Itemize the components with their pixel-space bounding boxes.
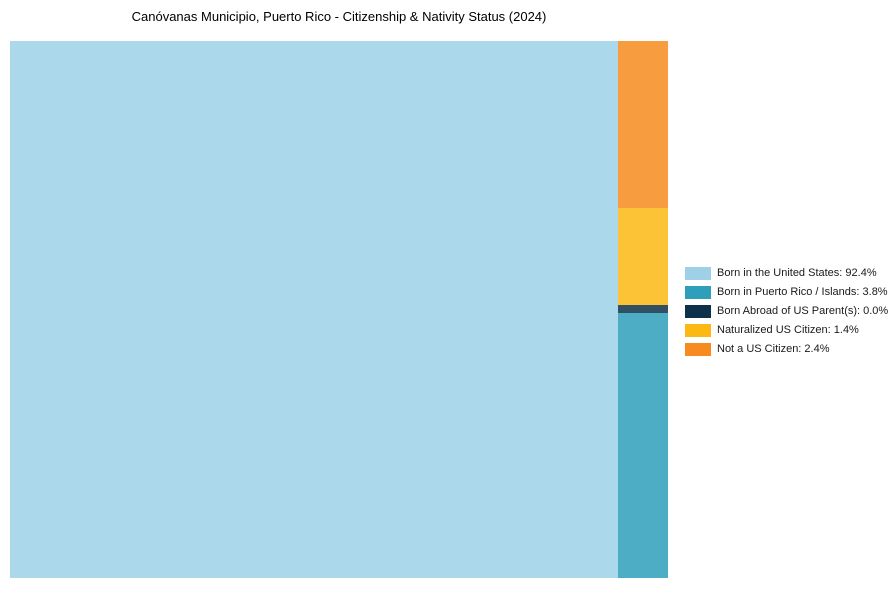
legend-swatch-born-abroad-of-us-parents	[685, 305, 711, 318]
legend-item: Born in the United States: 92.4%	[685, 267, 888, 280]
treemap-block-born-abroad-of-us-parents	[618, 305, 668, 313]
treemap-block-born-in-puerto-rico-islands	[618, 313, 668, 578]
legend-swatch-not-a-us-citizen	[685, 343, 711, 356]
treemap-block-born-in-the-united-states	[10, 41, 618, 578]
legend-swatch-born-in-the-united-states	[685, 267, 711, 280]
legend-item: Naturalized US Citizen: 1.4%	[685, 324, 888, 337]
chart-title: Canóvanas Municipio, Puerto Rico - Citiz…	[131, 9, 547, 24]
legend-item: Born in Puerto Rico / Islands: 3.8%	[685, 286, 888, 299]
treemap-block-not-a-us-citizen	[618, 41, 668, 208]
legend: Born in the United States: 92.4% Born in…	[685, 267, 888, 362]
legend-swatch-born-in-puerto-rico-islands	[685, 286, 711, 299]
legend-item: Not a US Citizen: 2.4%	[685, 343, 888, 356]
legend-label: Born in the United States: 92.4%	[717, 267, 877, 279]
legend-label: Born in Puerto Rico / Islands: 3.8%	[717, 286, 888, 298]
legend-label: Naturalized US Citizen: 1.4%	[717, 324, 859, 336]
legend-swatch-naturalized-us-citizen	[685, 324, 711, 337]
legend-label: Born Abroad of US Parent(s): 0.0%	[717, 305, 889, 317]
treemap-plot	[10, 41, 668, 578]
legend-item: Born Abroad of US Parent(s): 0.0%	[685, 305, 888, 318]
legend-label: Not a US Citizen: 2.4%	[717, 343, 830, 355]
treemap-block-naturalized-us-citizen	[618, 208, 668, 305]
